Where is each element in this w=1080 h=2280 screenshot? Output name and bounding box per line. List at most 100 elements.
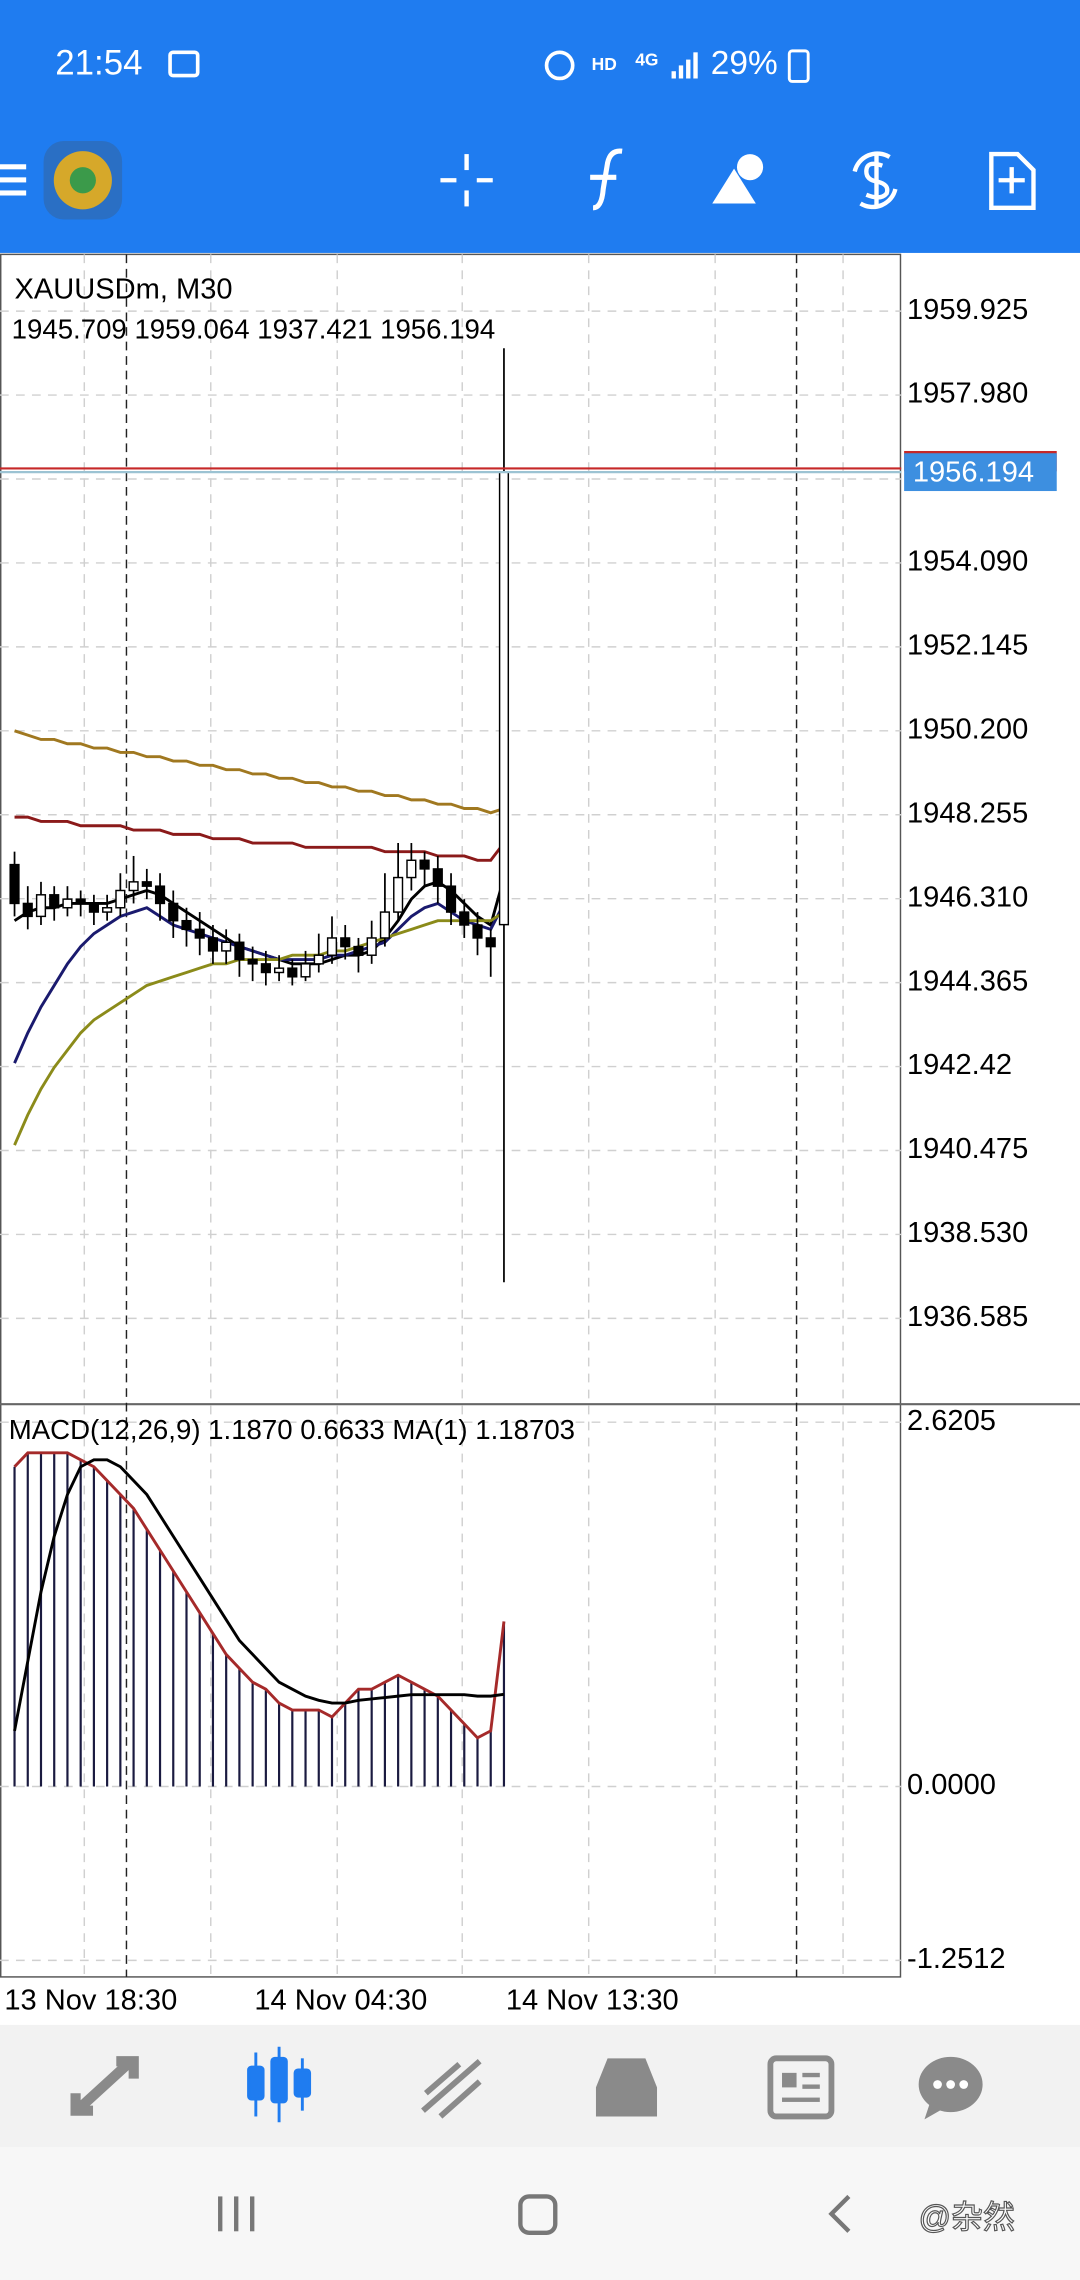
price-tick-label: 1957.980	[907, 378, 1028, 410]
bottom-nav	[0, 2024, 1080, 2147]
candle-body	[115, 889, 126, 909]
home-button[interactable]	[518, 2194, 558, 2235]
candle-body	[273, 967, 285, 974]
status-time: 21:54	[55, 44, 142, 83]
candle-body	[102, 907, 113, 913]
candle-body	[247, 958, 258, 965]
candle-body	[406, 859, 417, 879]
nav-history[interactable]	[595, 2058, 658, 2117]
time-label: 14 Nov 04:30	[254, 1984, 427, 2016]
time-label: 13 Nov 18:30	[4, 1984, 177, 2016]
candle-body	[194, 928, 205, 939]
crosshair-button[interactable]	[440, 154, 493, 207]
candle-body	[234, 941, 245, 961]
watermark: @杂然	[919, 2199, 1015, 2235]
nav-news[interactable]	[767, 2055, 835, 2120]
menu-button[interactable]	[0, 164, 27, 196]
candle-body	[287, 967, 298, 978]
candle-body	[472, 924, 483, 939]
price-tick-label: 1944.365	[907, 965, 1028, 997]
candle-body	[141, 881, 152, 887]
candle-body	[260, 963, 271, 974]
candle-body	[498, 471, 510, 926]
indicator-line	[13, 901, 506, 1064]
candle-body	[419, 859, 430, 870]
candle-body	[393, 876, 404, 913]
battery-level: 29%	[711, 45, 778, 82]
bid-price-label: 1956.194	[913, 456, 1034, 488]
macd-tick-label: 2.6205	[907, 1405, 996, 1437]
candle-body	[432, 868, 443, 887]
price-tick-label: 1940.475	[907, 1133, 1028, 1165]
chart-frame	[0, 253, 902, 1978]
price-tick-label: 1952.145	[907, 630, 1028, 662]
indicator-line	[13, 1451, 506, 1740]
candle-body	[168, 902, 179, 922]
indicator-line	[14, 729, 505, 815]
price-tick-label: 1938.530	[907, 1217, 1028, 1249]
indicator-line	[14, 815, 506, 862]
candle-body	[353, 945, 364, 956]
candle-body	[128, 881, 139, 892]
network-type: HD	[592, 54, 617, 74]
macd-tick-label: -1.2512	[907, 1943, 1006, 1975]
indicator-line	[13, 1458, 505, 1732]
price-tick-label: 1946.310	[907, 881, 1028, 913]
candle-body	[366, 937, 377, 956]
nav-chart[interactable]	[247, 2046, 312, 2123]
candle-body	[207, 937, 219, 952]
back-button[interactable]	[828, 2194, 851, 2233]
nav-trade[interactable]	[421, 2059, 482, 2119]
battery-icon	[787, 49, 810, 83]
candle-body	[22, 902, 33, 918]
candle-body	[62, 898, 73, 909]
candle-body	[459, 911, 470, 926]
trade-button[interactable]	[852, 151, 898, 210]
macd-title: MACD(12,26,9) 1.1870 0.6633 MA(1) 1.1870…	[9, 1414, 575, 1445]
header-bar	[0, 0, 1080, 253]
new-order-button[interactable]	[989, 151, 1036, 211]
plot: 1959.9251957.9801956.0351954.0901952.145…	[0, 294, 1057, 1975]
candle-body	[379, 911, 390, 939]
candle-body	[154, 885, 166, 905]
indicator-line	[13, 910, 505, 1146]
nav-quotes[interactable]	[70, 2056, 139, 2116]
candle-body	[445, 885, 457, 913]
nav-chat[interactable]	[918, 2056, 983, 2120]
price-tick-label: 1942.42	[907, 1049, 1012, 1081]
gallery-icon	[168, 50, 200, 78]
candle-body	[340, 937, 351, 948]
candle-body	[221, 941, 232, 952]
price-tick-label: 1959.925	[907, 294, 1028, 326]
price-tick-label: 1936.585	[907, 1301, 1028, 1333]
system-nav	[0, 2146, 1080, 2280]
period-separators	[125, 254, 798, 1977]
candle-body	[88, 902, 99, 913]
candle-body	[9, 863, 20, 905]
recents-button[interactable]	[218, 2196, 255, 2232]
candle-body	[181, 919, 192, 931]
signal-bars	[671, 52, 698, 79]
price-tick-label: 1948.255	[907, 797, 1028, 829]
price-tick-label: 1954.090	[907, 546, 1028, 578]
indicators-button[interactable]	[590, 148, 623, 211]
app-icon[interactable]	[43, 141, 123, 220]
candle-body	[35, 894, 47, 918]
candle-body	[313, 954, 324, 965]
macd-tick-label: 0.0000	[907, 1769, 996, 1801]
candle-body	[49, 894, 60, 909]
bid-label-box	[904, 453, 1057, 492]
candle-body	[300, 963, 311, 978]
candle-body	[326, 937, 338, 956]
price-tick-label: 1950.200	[907, 713, 1028, 745]
symbol-title: XAUUSDm, M30	[15, 273, 233, 305]
candle-body	[75, 898, 86, 905]
objects-button[interactable]	[712, 154, 764, 204]
ohlc-info: 1945.709 1959.064 1937.421 1956.194	[12, 314, 496, 345]
signal-type: 4G	[635, 50, 658, 70]
candle-body	[485, 937, 496, 948]
alarm-icon	[544, 50, 575, 81]
time-label: 14 Nov 13:30	[506, 1984, 679, 2016]
